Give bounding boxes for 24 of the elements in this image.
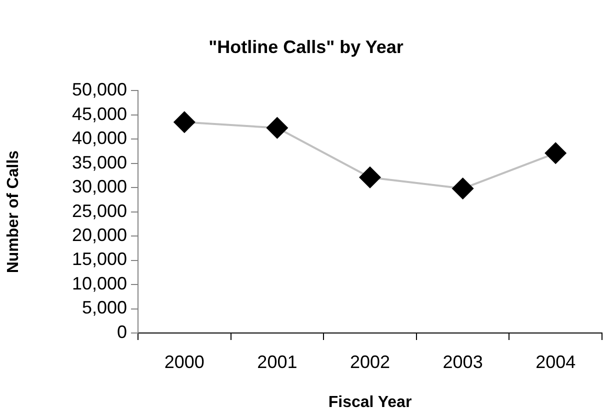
y-tick-label: 50,000 — [72, 80, 127, 100]
point — [544, 142, 567, 164]
chart-title: "Hotline Calls" by Year — [208, 36, 404, 57]
x-tick-label: 2004 — [536, 352, 576, 372]
point — [266, 116, 288, 139]
y-axis-title: Number of Calls — [5, 150, 22, 274]
y-tick-label: 0 — [116, 322, 127, 342]
y-tick-label: 5,000 — [82, 298, 127, 318]
y-tick-label: 30,000 — [72, 176, 127, 197]
point — [173, 111, 196, 134]
x-axis-title: Fiscal Year — [328, 394, 412, 411]
x-tick-label: 2001 — [257, 352, 298, 372]
y-tick-label: 45,000 — [72, 104, 127, 124]
y-tick-label: 25,000 — [72, 200, 127, 221]
x-tick-label: 2000 — [164, 352, 204, 372]
x-tick-label: 2003 — [442, 352, 483, 372]
point — [359, 166, 381, 188]
point — [452, 178, 474, 200]
y-tick-label: 10,000 — [72, 273, 127, 294]
y-tick-label: 15,000 — [72, 249, 127, 270]
x-tick-label: 2002 — [350, 352, 390, 372]
y-tick-label: 20,000 — [72, 225, 127, 246]
y-tick-label: 40,000 — [72, 128, 127, 148]
y-tick-label: 35,000 — [72, 152, 127, 172]
